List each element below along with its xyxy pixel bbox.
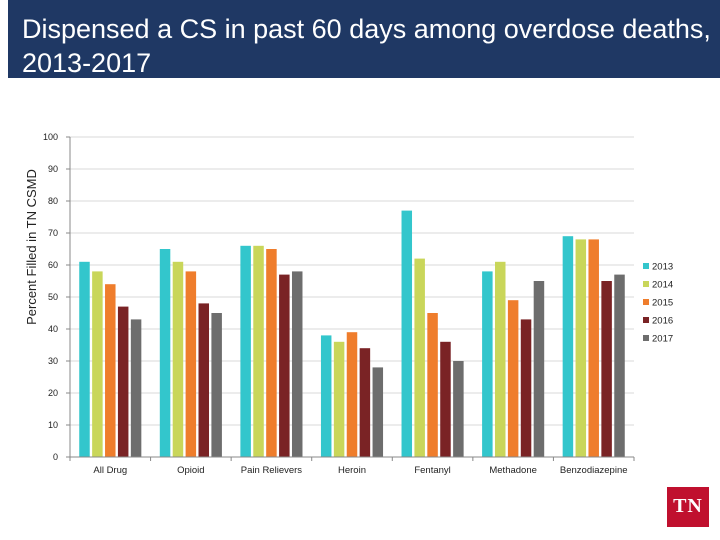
y-tick-label: 0: [53, 452, 58, 462]
bar-2014-fentanyl: [414, 258, 425, 457]
tn-logo-text: TN: [673, 495, 703, 517]
bar-2017-all-drug: [130, 319, 142, 457]
x-tick-label: All Drug: [93, 465, 127, 476]
bar-2017-benzodiazepine: [614, 274, 625, 457]
bar-2013-all-drug: [79, 261, 90, 457]
x-tick-label: Fentanyl: [414, 465, 450, 476]
bar-2015-benzodiazepine: [588, 239, 599, 457]
legend-swatch-2017: [643, 335, 649, 341]
y-tick-label: 50: [48, 292, 58, 302]
bar-2016-all-drug: [117, 306, 129, 457]
bar-2013-heroin: [320, 335, 332, 457]
bar-2015-pain-relievers: [266, 249, 277, 457]
tn-logo: TN: [667, 487, 709, 527]
y-tick-label: 100: [43, 132, 58, 142]
bar-2014-methadone: [494, 261, 506, 457]
legend-label-2016: 2016: [652, 316, 673, 327]
bar-2015-heroin: [346, 332, 358, 457]
legend-swatch-2016: [643, 317, 649, 323]
bar-2014-benzodiazepine: [575, 239, 587, 457]
legend-label-2017: 2017: [652, 334, 673, 345]
legend-label-2014: 2014: [652, 280, 673, 291]
bar-2017-opioid: [211, 313, 222, 457]
bar-2013-fentanyl: [401, 210, 413, 457]
bar-2017-heroin: [372, 367, 384, 457]
bar-2014-pain-relievers: [253, 245, 264, 457]
x-tick-label: Heroin: [338, 465, 366, 476]
bar-2016-pain-relievers: [279, 274, 290, 457]
bar-2014-all-drug: [92, 271, 103, 457]
y-axis-label: Percent Filled in TN CSMD: [24, 169, 39, 325]
title-bar: Dispensed a CS in past 60 days among ove…: [8, 0, 720, 78]
x-tick-label: Benzodiazepine: [560, 465, 628, 476]
x-tick-label: Pain Relievers: [241, 465, 302, 476]
legend-swatch-2013: [643, 263, 649, 269]
bar-2013-benzodiazepine: [562, 236, 574, 457]
bar-2016-benzodiazepine: [601, 281, 612, 457]
bar-2013-pain-relievers: [240, 245, 251, 457]
legend-swatch-2014: [643, 281, 649, 287]
y-tick-label: 30: [48, 356, 58, 366]
x-tick-label: Methadone: [489, 465, 537, 476]
legend-swatch-2015: [643, 299, 649, 305]
bar-2013-methadone: [482, 271, 493, 457]
y-tick-label: 80: [48, 196, 58, 206]
bar-2017-methadone: [533, 281, 545, 457]
y-tick-label: 90: [48, 164, 58, 174]
bar-2016-opioid: [198, 303, 210, 457]
y-tick-label: 20: [48, 388, 58, 398]
slide-title: Dispensed a CS in past 60 days among ove…: [22, 14, 711, 78]
y-tick-label: 70: [48, 228, 58, 238]
y-tick-label: 40: [48, 324, 58, 334]
bar-2015-all-drug: [105, 284, 116, 457]
y-tick-label: 10: [48, 420, 58, 430]
bar-2015-opioid: [185, 271, 197, 457]
bar-2017-fentanyl: [453, 361, 464, 457]
x-tick-label: Opioid: [177, 465, 204, 476]
bar-2015-methadone: [507, 300, 519, 457]
bar-2013-opioid: [159, 249, 171, 457]
legend-label-2013: 2013: [652, 262, 673, 273]
bar-2016-heroin: [359, 348, 371, 457]
bar-2017-pain-relievers: [291, 271, 303, 457]
bar-2014-heroin: [333, 341, 345, 457]
bar-2016-methadone: [520, 319, 532, 457]
legend-label-2015: 2015: [652, 298, 673, 309]
bar-2016-fentanyl: [440, 341, 451, 457]
y-tick-label: 60: [48, 260, 58, 270]
bar-2015-fentanyl: [427, 313, 438, 457]
bar-2014-opioid: [172, 261, 184, 457]
